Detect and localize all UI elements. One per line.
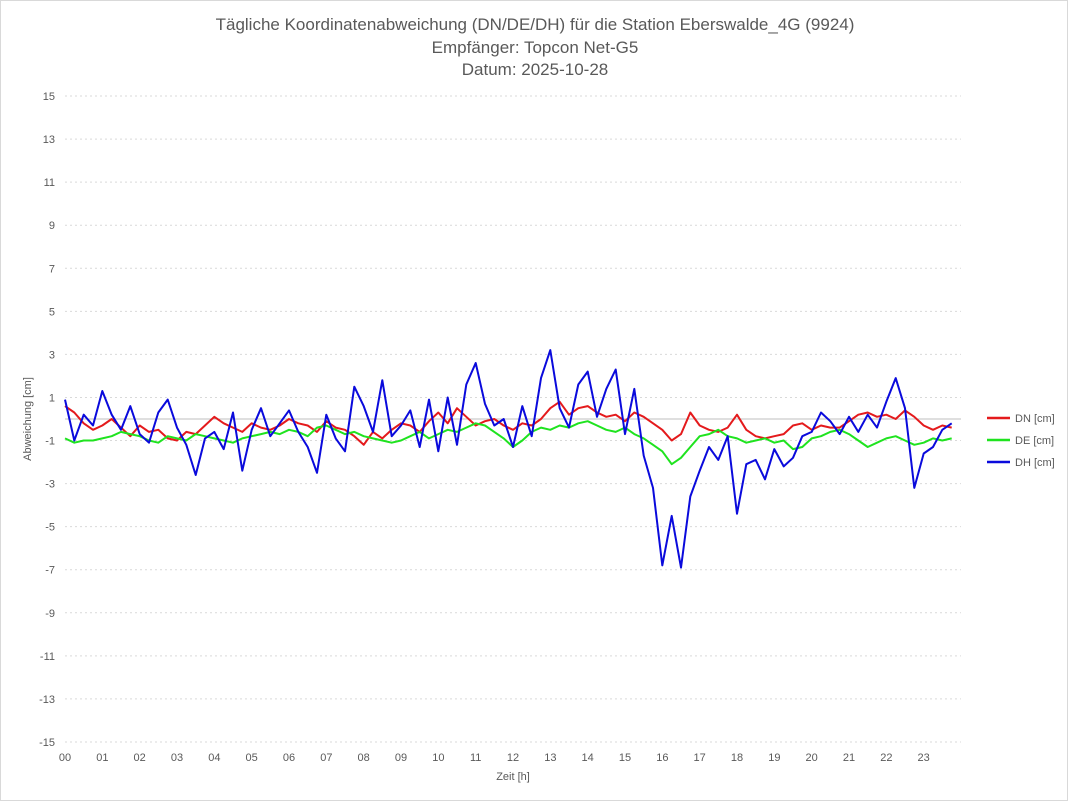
x-tick-label: 12 (507, 752, 519, 764)
y-tick-label: -11 (40, 651, 55, 663)
legend: DN [cm] DE [cm] DH [cm] (987, 413, 1055, 469)
x-tick-label: 23 (918, 752, 930, 764)
grid-lines (65, 95, 961, 743)
x-axis-ticks: 00 01 02 03 04 05 06 07 08 09 10 11 12 13 14 15 16 17 18 19… (59, 752, 930, 764)
x-tick-label: 09 (395, 752, 407, 764)
x-tick-label: 15 (619, 752, 631, 764)
x-tick-label: 11 (470, 752, 481, 764)
x-tick-label: 06 (283, 752, 295, 764)
x-tick-label: 19 (768, 752, 780, 764)
y-tick-label: -3 (45, 479, 55, 491)
chart-title-line-1: Tägliche Koordinatenabweichung (DN/DE/DH… (216, 15, 855, 34)
x-tick-label: 03 (171, 752, 183, 764)
x-tick-label: 14 (582, 752, 594, 764)
legend-label: DE [cm] (1015, 435, 1054, 447)
x-tick-label: 13 (544, 752, 556, 764)
x-tick-label: 05 (246, 752, 258, 764)
x-tick-label: 04 (208, 752, 220, 764)
y-tick-label: -7 (45, 565, 55, 577)
y-tick-label: 13 (43, 134, 55, 146)
y-tick-label: -9 (45, 608, 55, 620)
series-line-dh (64, 349, 953, 569)
series-line-de (64, 420, 952, 466)
x-tick-label: 17 (694, 752, 706, 764)
x-tick-label: 08 (358, 752, 370, 764)
x-axis-label: Zeit [h] (496, 771, 530, 783)
x-tick-label: 20 (806, 752, 818, 764)
chart-title-line-3: Datum: 2025-10-28 (462, 60, 608, 79)
plot-area (64, 349, 953, 569)
y-tick-label: -13 (39, 694, 55, 706)
y-tick-label: -1 (45, 436, 55, 448)
y-tick-label: 1 (49, 392, 55, 404)
y-tick-label: 15 (43, 91, 55, 103)
x-tick-label: 07 (320, 752, 332, 764)
y-tick-label: 11 (44, 177, 55, 189)
x-tick-label: 02 (134, 752, 146, 764)
x-tick-label: 16 (656, 752, 668, 764)
chart-title-line-2: Empfänger: Topcon Net-G5 (432, 38, 639, 57)
y-tick-label: 9 (49, 220, 55, 232)
legend-label: DH [cm] (1015, 457, 1055, 469)
x-tick-label: 21 (843, 752, 855, 764)
y-tick-label: -5 (45, 522, 55, 534)
y-tick-label: -15 (39, 737, 55, 749)
x-tick-label: 01 (96, 752, 108, 764)
y-axis-label: Abweichung [cm] (22, 377, 34, 461)
x-tick-label: 10 (432, 752, 444, 764)
series-line-dn (64, 400, 952, 446)
x-tick-label: 22 (880, 752, 892, 764)
y-tick-label: 3 (49, 349, 55, 361)
y-axis-ticks: 15 13 11 9 7 5 3 1 -1 -3 -5 -7 -9 -11 -13 -15 (39, 91, 55, 749)
y-tick-label: 5 (49, 306, 55, 318)
legend-label: DN [cm] (1015, 413, 1055, 425)
y-tick-label: 7 (49, 263, 55, 275)
x-tick-label: 18 (731, 752, 743, 764)
x-tick-label: 00 (59, 752, 71, 764)
